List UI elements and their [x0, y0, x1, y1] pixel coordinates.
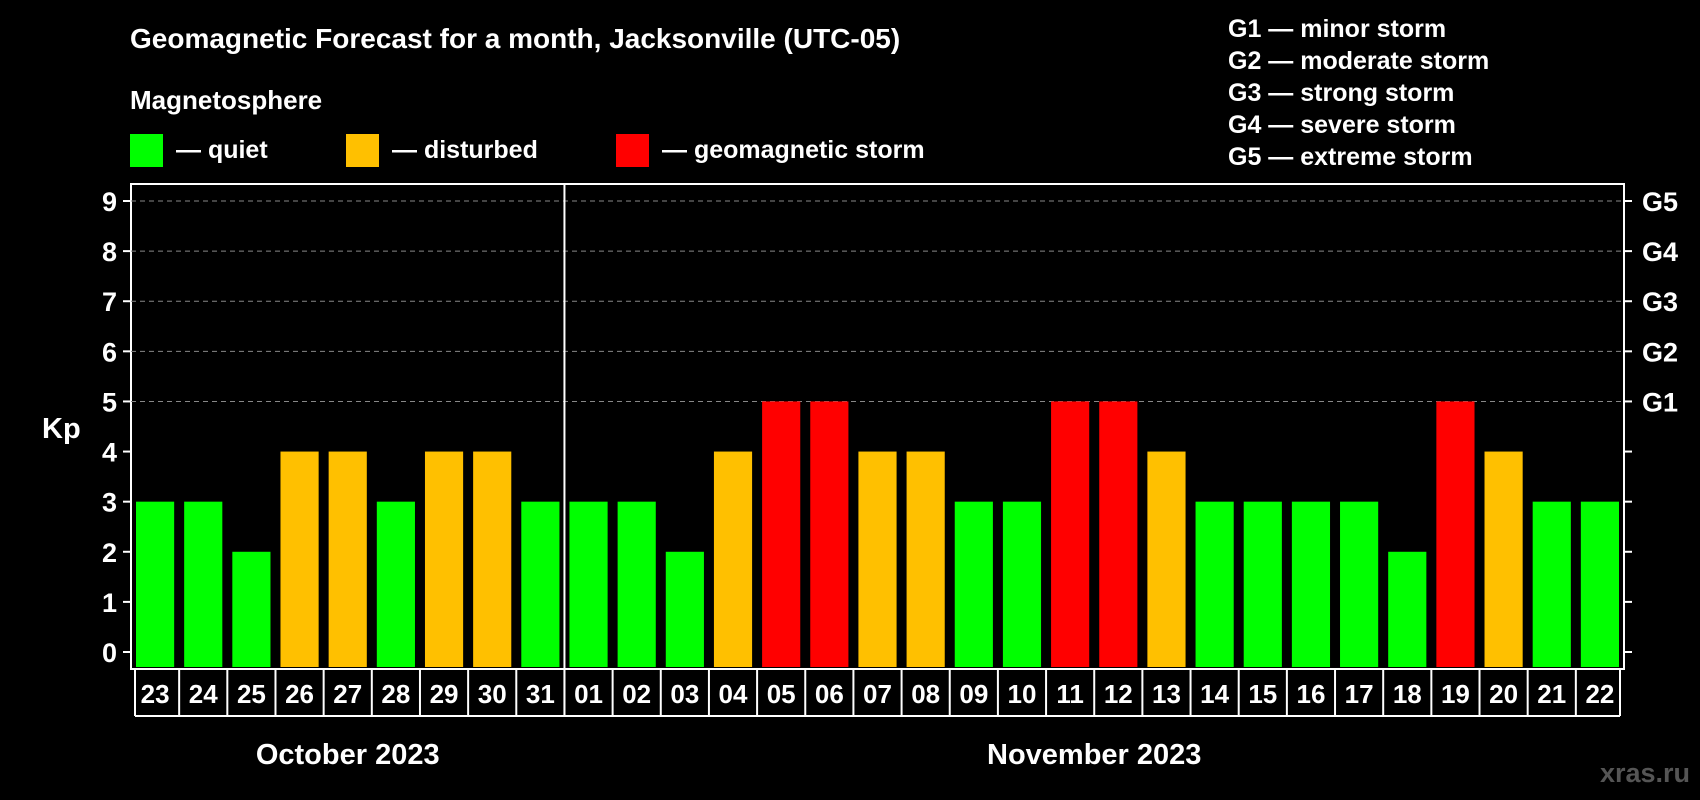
date-label-20: 20 [1489, 679, 1518, 709]
date-label-04: 04 [719, 679, 748, 709]
kp-bar-16 [1291, 501, 1331, 667]
kp-bar-09 [954, 501, 993, 667]
y-axis-label: Kp [42, 413, 81, 445]
kp-bar-03 [665, 551, 704, 667]
date-label-11: 11 [1056, 679, 1084, 709]
date-label-07: 07 [863, 679, 892, 709]
kp-bar-29 [424, 451, 464, 667]
watermark: xras.ru [1600, 758, 1690, 788]
kp-bar-05 [762, 401, 801, 667]
kp-bar-17 [1340, 501, 1379, 667]
date-label-25: 25 [237, 679, 266, 709]
date-label-10: 10 [1008, 679, 1037, 709]
kp-bar-08 [906, 451, 945, 667]
magnetosphere-subtitle: Magnetosphere [130, 85, 322, 115]
level-legend: — quiet — disturbed — geomagnetic storm [130, 134, 925, 167]
kp-bar-06 [810, 401, 849, 667]
date-label-28: 28 [381, 679, 410, 709]
legend-label-storm: — geomagnetic storm [662, 136, 925, 164]
date-label-01: 01 [574, 679, 603, 709]
date-label-06: 06 [815, 679, 844, 709]
date-label-27: 27 [333, 679, 362, 709]
date-label-16: 16 [1296, 679, 1325, 709]
storm-scale-legend-item: G5 — extreme storm [1228, 143, 1473, 171]
kp-bar-10 [1002, 501, 1042, 667]
y-tick-label: 3 [102, 488, 117, 518]
date-label-02: 02 [622, 679, 651, 709]
date-label-18: 18 [1393, 679, 1422, 709]
date-label-09: 09 [959, 679, 988, 709]
g-scale-label: G3 [1642, 287, 1678, 317]
storm-scale-legend-item: G1 — minor storm [1228, 15, 1446, 43]
kp-bar-25 [232, 551, 271, 667]
date-label-21: 21 [1537, 679, 1566, 709]
kp-bar-12 [1099, 401, 1138, 667]
legend-swatch-quiet [130, 134, 163, 167]
date-label-15: 15 [1248, 679, 1277, 709]
date-label-22: 22 [1585, 679, 1614, 709]
y-tick-label: 0 [102, 638, 117, 668]
storm-scale-legend: G1 — minor storm G2 — moderate storm G3 — … [1228, 15, 1489, 171]
y-tick-label: 7 [102, 287, 117, 317]
g-scale-label: G4 [1642, 237, 1678, 267]
legend-label-disturbed: — disturbed [392, 136, 538, 164]
kp-bar-18 [1388, 551, 1427, 667]
date-label-05: 05 [767, 679, 796, 709]
kp-bar-22 [1580, 501, 1619, 667]
kp-bar-15 [1243, 501, 1282, 667]
g-scale-label: G2 [1642, 337, 1678, 367]
storm-scale-legend-item: G3 — strong storm [1228, 79, 1454, 107]
y-tick-label: 6 [102, 337, 117, 367]
kp-bar-20 [1484, 451, 1523, 667]
kp-bar-28 [376, 501, 415, 667]
storm-scale-legend-item: G4 — severe storm [1228, 111, 1456, 139]
y-tick-label: 2 [102, 538, 117, 568]
g-scale-label: G5 [1642, 187, 1678, 217]
date-label-31: 31 [526, 679, 555, 709]
kp-bar-13 [1147, 451, 1186, 667]
y-tick-label: 9 [102, 187, 117, 217]
date-label-30: 30 [478, 679, 507, 709]
legend-swatch-disturbed [346, 134, 379, 167]
date-label-24: 24 [189, 679, 218, 709]
date-label-26: 26 [285, 679, 314, 709]
kp-bar-27 [328, 451, 367, 667]
legend-label-quiet: — quiet [176, 136, 268, 164]
y-tick-label: 8 [102, 237, 117, 267]
kp-bar-07 [858, 451, 897, 667]
kp-bar-19 [1436, 401, 1475, 667]
legend-swatch-storm [616, 134, 649, 167]
kp-bar-31 [521, 501, 560, 667]
kp-bar-26 [280, 451, 319, 667]
month-label: October 2023 [256, 739, 440, 771]
date-label-29: 29 [430, 679, 459, 709]
plot-frame [130, 183, 1625, 670]
kp-bar-11 [1051, 401, 1090, 667]
date-label-19: 19 [1441, 679, 1470, 709]
kp-bar-23 [136, 501, 175, 667]
storm-scale-legend-item: G2 — moderate storm [1228, 47, 1489, 75]
date-label-12: 12 [1104, 679, 1133, 709]
kp-bar-14 [1195, 501, 1234, 667]
kp-bar-30 [473, 451, 512, 667]
kp-bar-04 [713, 451, 753, 667]
y-tick-label: 4 [102, 438, 117, 468]
y-tick-label: 1 [102, 588, 117, 618]
date-label-03: 03 [670, 679, 699, 709]
date-label-23: 23 [141, 679, 170, 709]
kp-bar-02 [617, 501, 656, 667]
date-label-14: 14 [1200, 679, 1229, 709]
month-label: November 2023 [987, 739, 1201, 771]
chart-title: Geomagnetic Forecast for a month, Jackso… [130, 23, 900, 54]
kp-bar-01 [569, 501, 608, 667]
y-tick-label: 5 [102, 387, 117, 417]
kp-bar-21 [1532, 501, 1571, 667]
date-label-13: 13 [1152, 679, 1181, 709]
date-label-17: 17 [1345, 679, 1374, 709]
date-label-08: 08 [911, 679, 940, 709]
kp-bar-24 [184, 501, 223, 667]
g-scale-label: G1 [1642, 387, 1678, 417]
